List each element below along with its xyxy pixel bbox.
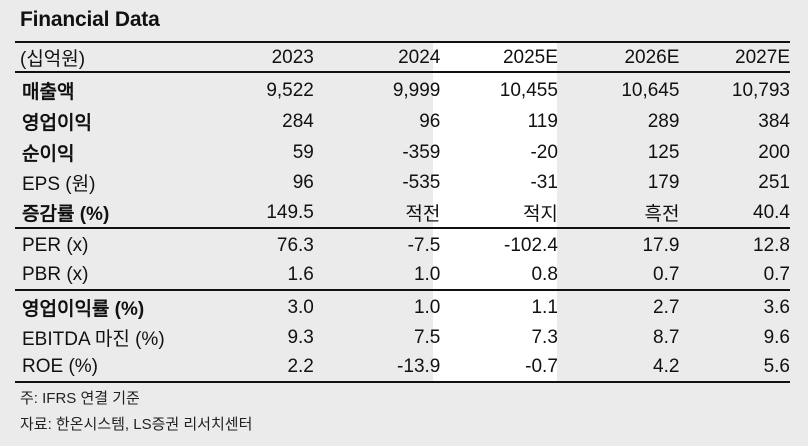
row-label: ROE (%) (22, 355, 98, 377)
row-label: 순이익 (22, 144, 75, 165)
table-row: ROE (%) 2.2 -13.9 -0.7 4.2 5.6 (15, 351, 790, 382)
table-row: 매출액 9,522 9,999 10,455 10,645 10,793 (15, 75, 790, 106)
header-bottom-rule (15, 71, 790, 73)
cell: -0.7 (525, 355, 558, 377)
cell: -7.5 (407, 234, 441, 256)
table-top-rule (15, 41, 790, 43)
row-label: 증감률 (%) (22, 204, 110, 225)
section-divider-2 (15, 289, 790, 291)
cell: 284 (282, 110, 314, 132)
section-divider-1 (15, 227, 790, 229)
cell: 1.0 (413, 296, 441, 318)
cell: -102.4 (504, 234, 558, 256)
cell: 8.7 (653, 326, 680, 348)
cell: 149.5 (266, 201, 314, 223)
row-label: 영업이익률 (%) (22, 299, 145, 320)
row-label: PBR (x) (22, 263, 89, 285)
cell: 40.4 (753, 201, 790, 223)
cell: 1.1 (531, 296, 558, 318)
cell: 179 (647, 171, 680, 193)
cell: 9,999 (392, 79, 441, 101)
page-title: Financial Data (20, 8, 160, 31)
cell: 3.6 (763, 296, 790, 318)
cell: 96 (419, 110, 441, 132)
cell: 1.6 (287, 263, 314, 285)
column-header: 2023 (271, 46, 314, 68)
cell: 289 (647, 110, 680, 132)
table-row: 증감률 (%) 149.5 적전 적지 흑전 40.4 (15, 197, 790, 228)
table-row: PER (x) 76.3 -7.5 -102.4 17.9 12.8 (15, 230, 790, 261)
highlight-column-2025e (433, 42, 557, 382)
cell: 2.2 (287, 355, 314, 377)
cell: 4.2 (653, 355, 680, 377)
row-label: 영업이익 (22, 113, 92, 134)
cell: 7.3 (531, 326, 558, 348)
cell: 9,522 (266, 79, 314, 101)
cell: 12.8 (753, 234, 790, 256)
cell: 76.3 (276, 234, 314, 256)
cell: 10,455 (499, 79, 558, 101)
footnote: 주: IFRS 연결 기준 (20, 390, 140, 407)
table-header: (십억원) 2023 2024 2025E 2026E 2027E (15, 42, 790, 73)
table-row: EPS (원) 96 -535 -31 179 251 (15, 167, 790, 198)
column-header: 2026E (624, 46, 680, 68)
row-label: EBITDA 마진 (%) (22, 329, 165, 350)
column-header: 2025E (502, 46, 558, 68)
cell: 119 (527, 110, 558, 132)
cell: 125 (647, 141, 680, 163)
cell: -359 (402, 141, 441, 163)
cell: -13.9 (397, 355, 441, 377)
cell: 17.9 (642, 234, 680, 256)
row-label: PER (x) (22, 234, 89, 256)
cell: 적지 (522, 204, 558, 225)
cell: 200 (758, 141, 790, 163)
cell: 5.6 (763, 355, 790, 377)
source-note: 자료: 한온시스템, LS증권 리서치센터 (20, 416, 253, 433)
row-label: 매출액 (22, 82, 75, 103)
cell: 1.0 (413, 263, 441, 285)
table-row: EBITDA 마진 (%) 9.3 7.5 7.3 8.7 9.6 (15, 322, 790, 353)
cell: 9.6 (763, 326, 790, 348)
cell: 10,645 (621, 79, 680, 101)
cell: 384 (758, 110, 790, 132)
cell: 적전 (405, 204, 441, 225)
table-row: 순이익 59 -359 -20 125 200 (15, 137, 790, 168)
cell: 흑전 (644, 204, 680, 225)
table-row: PBR (x) 1.6 1.0 0.8 0.7 0.7 (15, 259, 790, 290)
cell: 251 (758, 171, 790, 193)
column-header: 2027E (735, 46, 790, 68)
column-header: 2024 (398, 46, 441, 68)
cell: 2.7 (653, 296, 680, 318)
cell: 9.3 (287, 326, 314, 348)
cell: 0.7 (763, 263, 790, 285)
cell: -535 (402, 171, 441, 193)
row-label: EPS (원) (22, 174, 96, 195)
cell: 0.7 (653, 263, 680, 285)
table-row: 영업이익률 (%) 3.0 1.0 1.1 2.7 3.6 (15, 292, 790, 323)
unit-label: (십억원) (20, 49, 86, 70)
cell: -20 (530, 141, 558, 163)
cell: 96 (292, 171, 314, 193)
cell: 0.8 (531, 263, 558, 285)
cell: 10,793 (731, 79, 790, 101)
cell: 7.5 (413, 326, 441, 348)
table-row: 영업이익 284 96 119 289 384 (15, 106, 790, 137)
table-bottom-rule (15, 381, 790, 383)
cell: 59 (292, 141, 314, 163)
cell: -31 (530, 171, 558, 193)
cell: 3.0 (287, 296, 314, 318)
